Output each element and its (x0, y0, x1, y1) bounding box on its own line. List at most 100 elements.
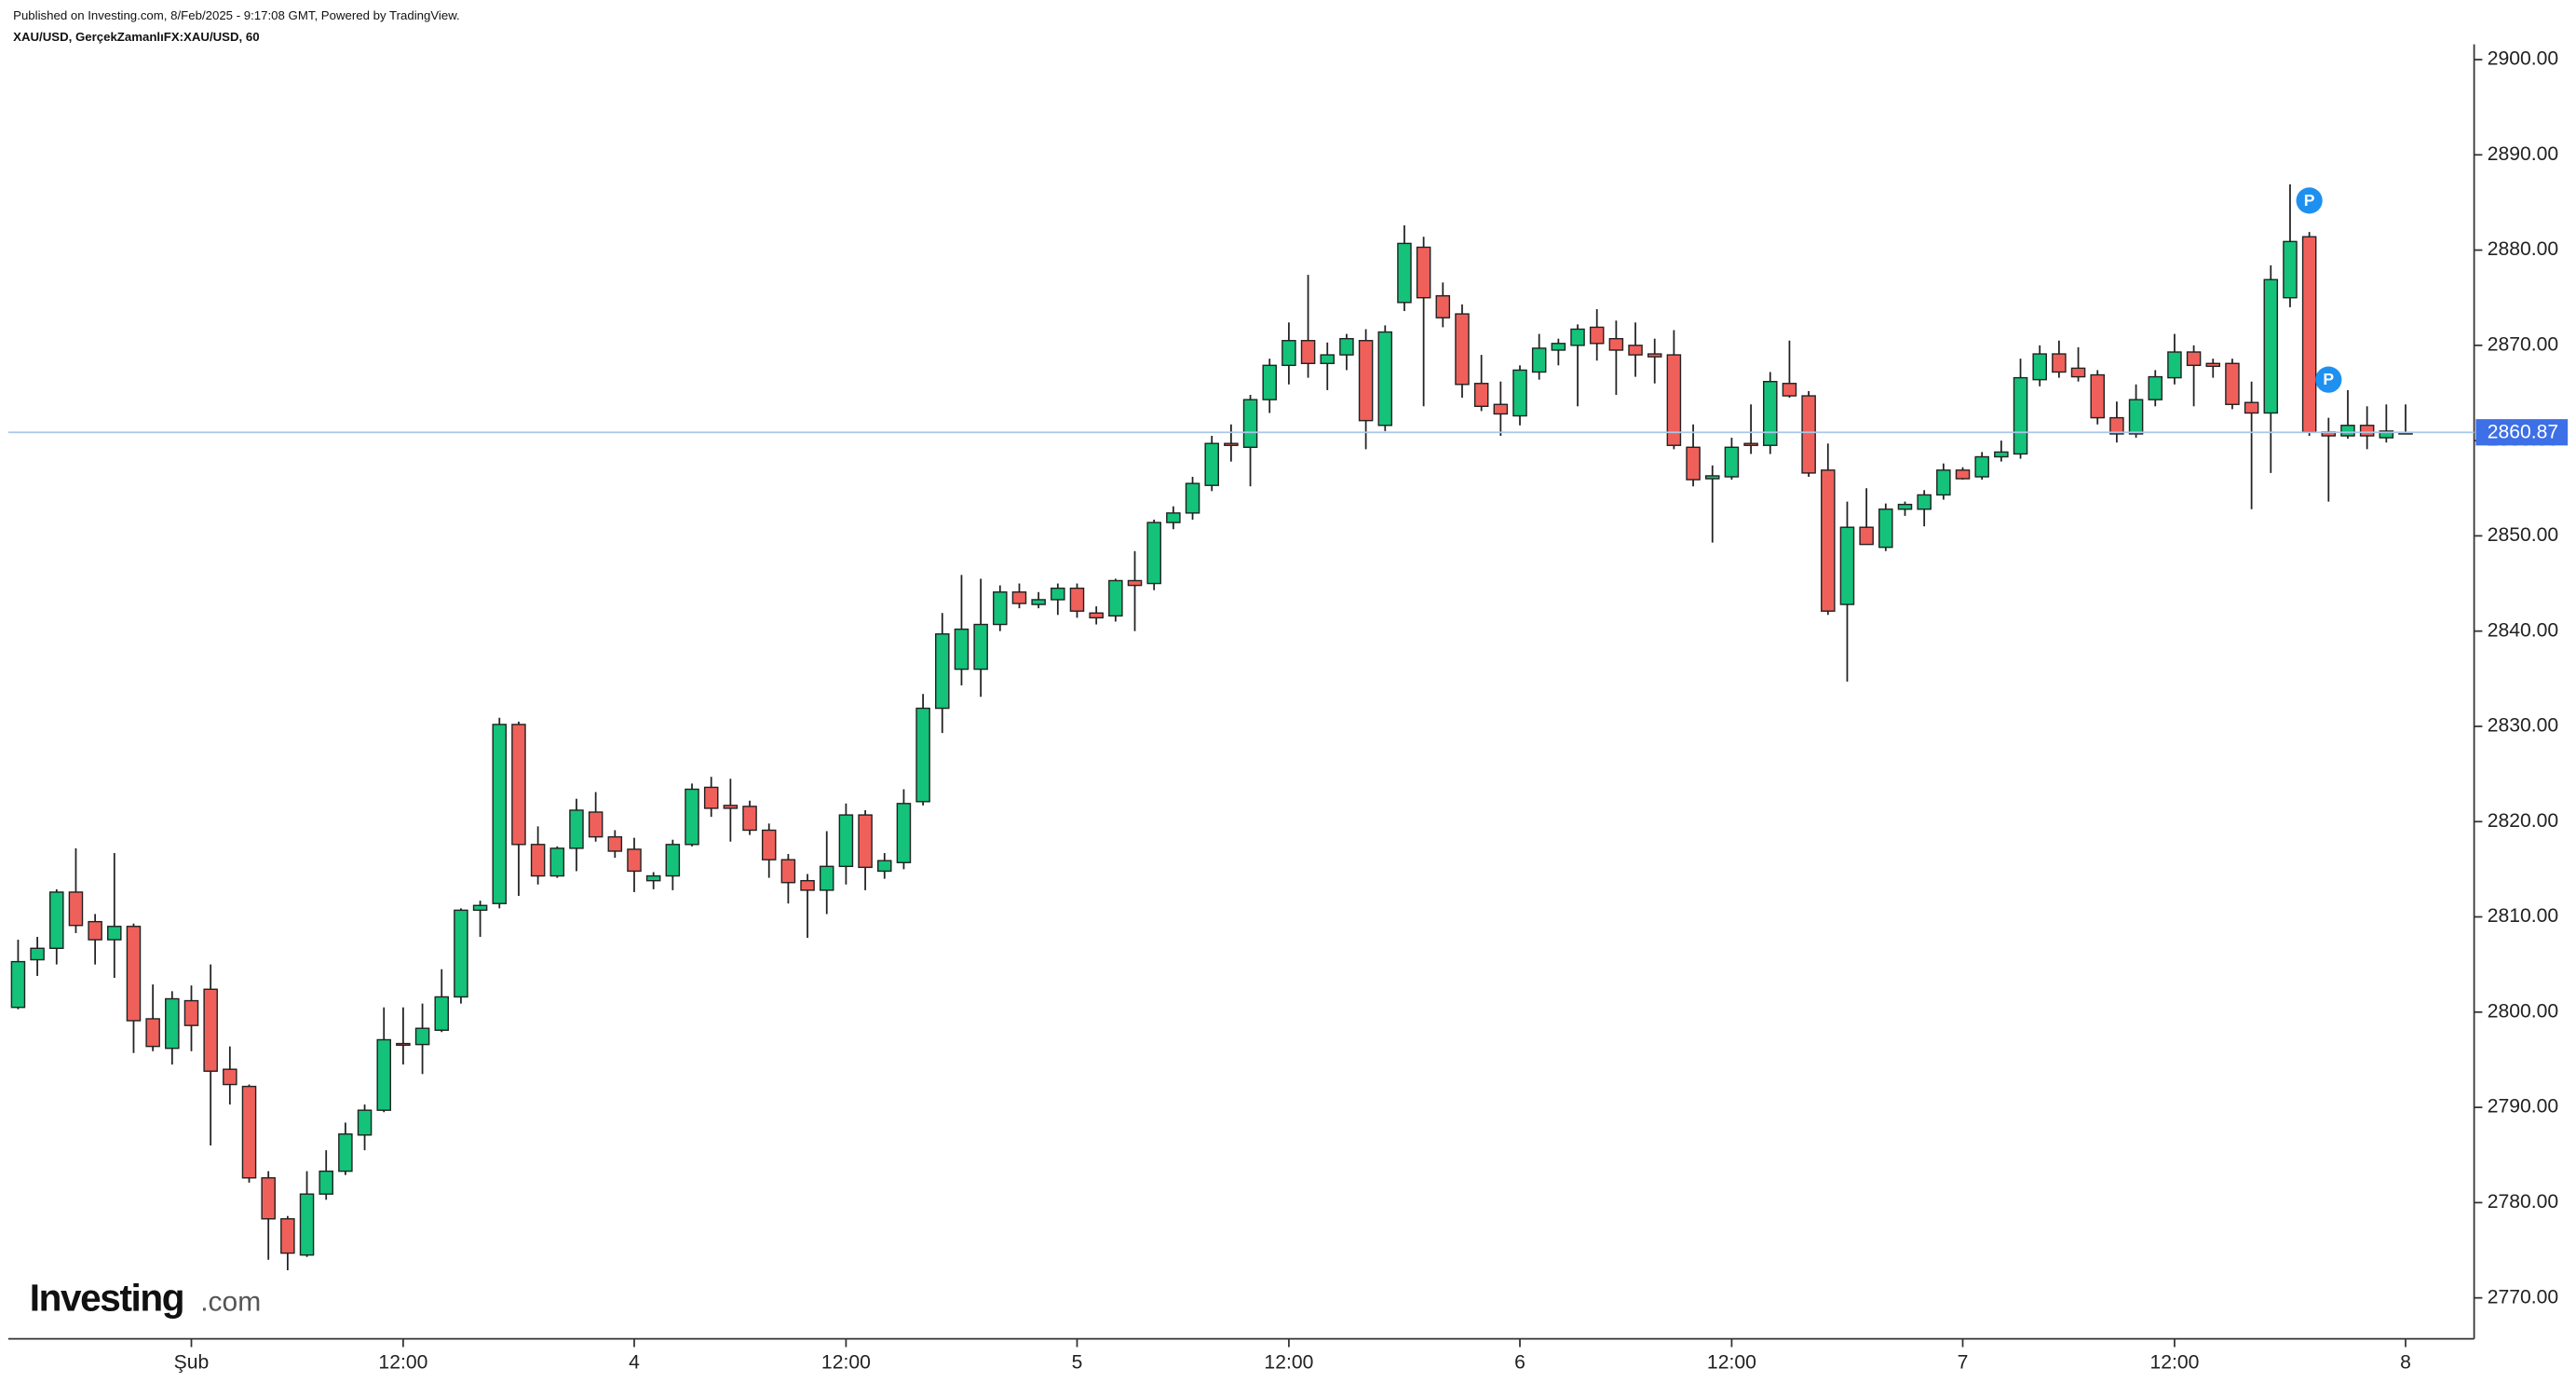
marker-label: P (2304, 191, 2315, 210)
candle-body (319, 1170, 333, 1195)
x-tick-label: 7 (1958, 1352, 1969, 1374)
candle-body (88, 920, 102, 941)
candle-body (1782, 383, 1797, 397)
candle-body (241, 1085, 257, 1179)
y-tick-label: 2830.00 (2488, 715, 2558, 737)
candle-body (1859, 526, 1874, 546)
candle-body (1974, 455, 1989, 478)
candle-body (1551, 343, 1566, 351)
candle-body (2052, 353, 2067, 373)
candle-body (1724, 446, 1740, 478)
candle-body (1435, 294, 1451, 318)
candle-body (68, 891, 84, 927)
candle-body (761, 829, 777, 860)
y-tick-label: 2790.00 (2488, 1096, 2558, 1118)
candle-body (107, 926, 122, 941)
candle-body (1647, 353, 1662, 358)
candle-body (1839, 526, 1855, 605)
candle-body (1166, 512, 1181, 523)
x-tick-label: 6 (1514, 1352, 1525, 1374)
candle-body (2379, 430, 2394, 439)
candle-body (1686, 446, 1701, 481)
candle-body (627, 848, 642, 873)
candle-body (1917, 494, 1932, 510)
y-tick-label: 2770.00 (2488, 1286, 2558, 1307)
candle-body (1397, 242, 1412, 304)
candle-body (357, 1109, 373, 1136)
candle-body (338, 1133, 353, 1172)
candle-body (2340, 425, 2355, 437)
y-tick-label: 2800.00 (2488, 1000, 2558, 1022)
candle-body (1512, 369, 1527, 417)
candle-body (165, 997, 180, 1050)
y-tick-label: 2780.00 (2488, 1191, 2558, 1213)
marker-label: P (2323, 370, 2334, 388)
candle-body (30, 947, 45, 961)
candle-body (973, 623, 988, 671)
candle-body (1339, 337, 1354, 356)
candle-body (2301, 236, 2317, 433)
candle-body (1955, 469, 1971, 480)
candle-body (396, 1042, 411, 1047)
candle-body (800, 879, 815, 891)
candle-body (877, 860, 892, 873)
candle-body (2070, 367, 2086, 378)
candle-body (183, 999, 199, 1026)
candle-body (280, 1218, 295, 1254)
candle-body (1493, 403, 1509, 415)
logo-suffix: .com (200, 1287, 261, 1318)
candle-body (299, 1193, 315, 1256)
candle-body (935, 633, 950, 710)
marker (2296, 187, 2323, 214)
candle-body (685, 788, 699, 846)
x-tick-label: 5 (1072, 1352, 1083, 1374)
candle-body (1455, 313, 1470, 386)
candle-body (1704, 475, 1720, 480)
candle-body (2244, 401, 2259, 414)
candle-body (10, 960, 26, 1009)
candle-body (1320, 354, 1335, 364)
y-tick-label: 2900.00 (2488, 48, 2558, 70)
candle-body (1377, 331, 1393, 427)
candle-body (1473, 383, 1489, 408)
candle-body (203, 988, 218, 1072)
y-tick-label: 2820.00 (2488, 810, 2558, 832)
candle-body (1224, 442, 1239, 446)
y-tick-label: 2880.00 (2488, 238, 2558, 260)
candle-body (838, 814, 854, 868)
candle-body (145, 1018, 160, 1048)
candle-body (1262, 364, 1278, 400)
candle-body (2167, 351, 2182, 379)
y-tick-label: 2810.00 (2488, 905, 2558, 927)
candle-body (1281, 340, 1296, 367)
candle-body (1416, 246, 1431, 299)
candle-body (376, 1038, 391, 1111)
candle-body (1051, 587, 1065, 601)
symbol-title: XAU/USD, GerçekZamanlıFX:XAU/USD, 60 (13, 30, 259, 44)
candle-body (223, 1068, 237, 1086)
candle-body (1089, 612, 1104, 619)
candle-body (723, 805, 739, 809)
x-tick-label: Şub (174, 1352, 210, 1374)
y-tick-label: 2890.00 (2488, 143, 2558, 165)
x-tick-label: 12:00 (2149, 1352, 2199, 1374)
candle-body (954, 628, 969, 671)
candle-body (2186, 351, 2202, 367)
candle-body (434, 996, 450, 1031)
candle-body (126, 926, 142, 1022)
y-tick-label: 2850.00 (2488, 524, 2558, 546)
candle-body (549, 847, 565, 877)
candle-body (1108, 579, 1123, 617)
candle-body (1897, 503, 1913, 510)
candle-body (2225, 362, 2240, 405)
candle-body (1878, 508, 1893, 549)
candle-body (607, 835, 623, 852)
candle-body (993, 591, 1008, 626)
candle-body (2109, 416, 2124, 435)
candle-body (2032, 353, 2047, 381)
candle-body (1300, 340, 1316, 364)
x-tick-label: 12:00 (1707, 1352, 1756, 1374)
candle-body (530, 844, 546, 877)
